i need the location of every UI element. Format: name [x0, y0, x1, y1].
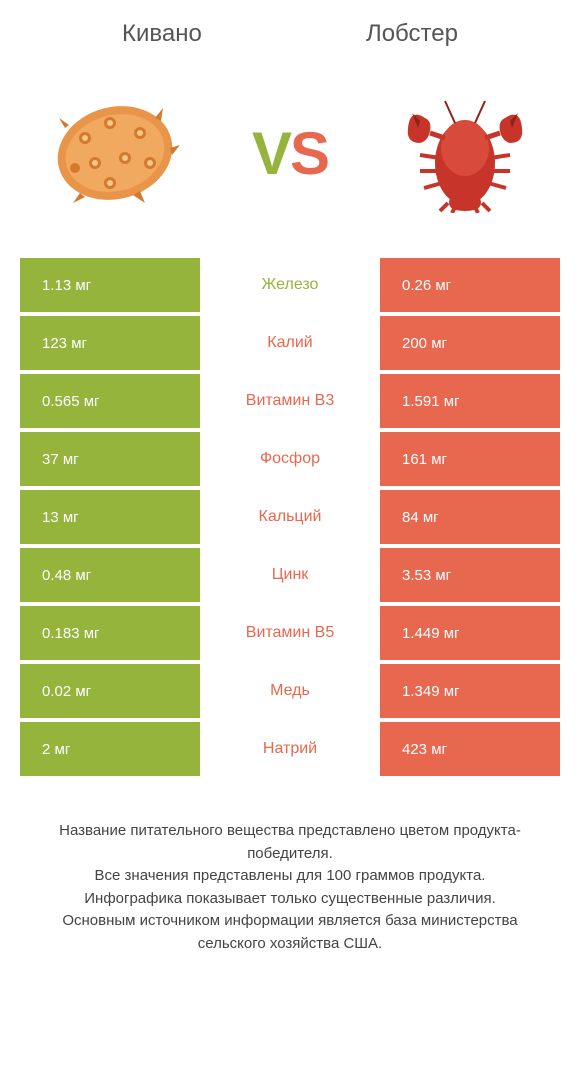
cell-right-value: 200 мг [380, 316, 560, 370]
cell-left-value: 123 мг [20, 316, 200, 370]
footer-line: Название питательного вещества представл… [30, 820, 550, 865]
cell-nutrient-label: Натрий [200, 722, 380, 776]
cell-right-value: 161 мг [380, 432, 560, 486]
footer: Название питательного вещества представл… [0, 780, 580, 975]
cell-right-value: 1.449 мг [380, 606, 560, 660]
cell-nutrient-label: Витамин B5 [200, 606, 380, 660]
vs-row: VS [0, 58, 580, 258]
vs-s: S [290, 120, 328, 187]
cell-nutrient-label: Медь [200, 664, 380, 718]
cell-left-value: 37 мг [20, 432, 200, 486]
cell-nutrient-label: Железо [200, 258, 380, 312]
footer-line: Инфографика показывает только существенн… [30, 888, 550, 911]
cell-nutrient-label: Калий [200, 316, 380, 370]
lobster-image [390, 78, 540, 228]
cell-nutrient-label: Фосфор [200, 432, 380, 486]
footer-line: Основным источником информации является … [30, 910, 550, 955]
table-row: 37 мгФосфор161 мг [20, 432, 560, 486]
cell-left-value: 13 мг [20, 490, 200, 544]
cell-left-value: 0.02 мг [20, 664, 200, 718]
vs-v: V [252, 120, 290, 187]
title-right: Лобстер [366, 20, 458, 48]
kiwano-image [40, 78, 190, 228]
infographic-container: Кивано Лобстер VS [0, 0, 580, 975]
cell-left-value: 0.565 мг [20, 374, 200, 428]
cell-left-value: 0.183 мг [20, 606, 200, 660]
table-row: 123 мгКалий200 мг [20, 316, 560, 370]
title-left: Кивано [122, 20, 202, 48]
table-row: 0.48 мгЦинк3.53 мг [20, 548, 560, 602]
cell-right-value: 0.26 мг [380, 258, 560, 312]
cell-left-value: 0.48 мг [20, 548, 200, 602]
table-row: 13 мгКальций84 мг [20, 490, 560, 544]
table-row: 0.02 мгМедь1.349 мг [20, 664, 560, 718]
table-row: 2 мгНатрий423 мг [20, 722, 560, 776]
table-row: 0.183 мгВитамин B51.449 мг [20, 606, 560, 660]
cell-left-value: 2 мг [20, 722, 200, 776]
table-row: 0.565 мгВитамин B31.591 мг [20, 374, 560, 428]
vs-label: VS [252, 119, 328, 188]
cell-right-value: 3.53 мг [380, 548, 560, 602]
cell-right-value: 423 мг [380, 722, 560, 776]
cell-right-value: 84 мг [380, 490, 560, 544]
cell-nutrient-label: Цинк [200, 548, 380, 602]
cell-left-value: 1.13 мг [20, 258, 200, 312]
footer-line: Все значения представлены для 100 граммо… [30, 865, 550, 888]
nutrient-table: 1.13 мгЖелезо0.26 мг123 мгКалий200 мг0.5… [20, 258, 560, 776]
table-row: 1.13 мгЖелезо0.26 мг [20, 258, 560, 312]
cell-right-value: 1.349 мг [380, 664, 560, 718]
cell-nutrient-label: Кальций [200, 490, 380, 544]
cell-nutrient-label: Витамин B3 [200, 374, 380, 428]
cell-right-value: 1.591 мг [380, 374, 560, 428]
header: Кивано Лобстер [0, 0, 580, 58]
